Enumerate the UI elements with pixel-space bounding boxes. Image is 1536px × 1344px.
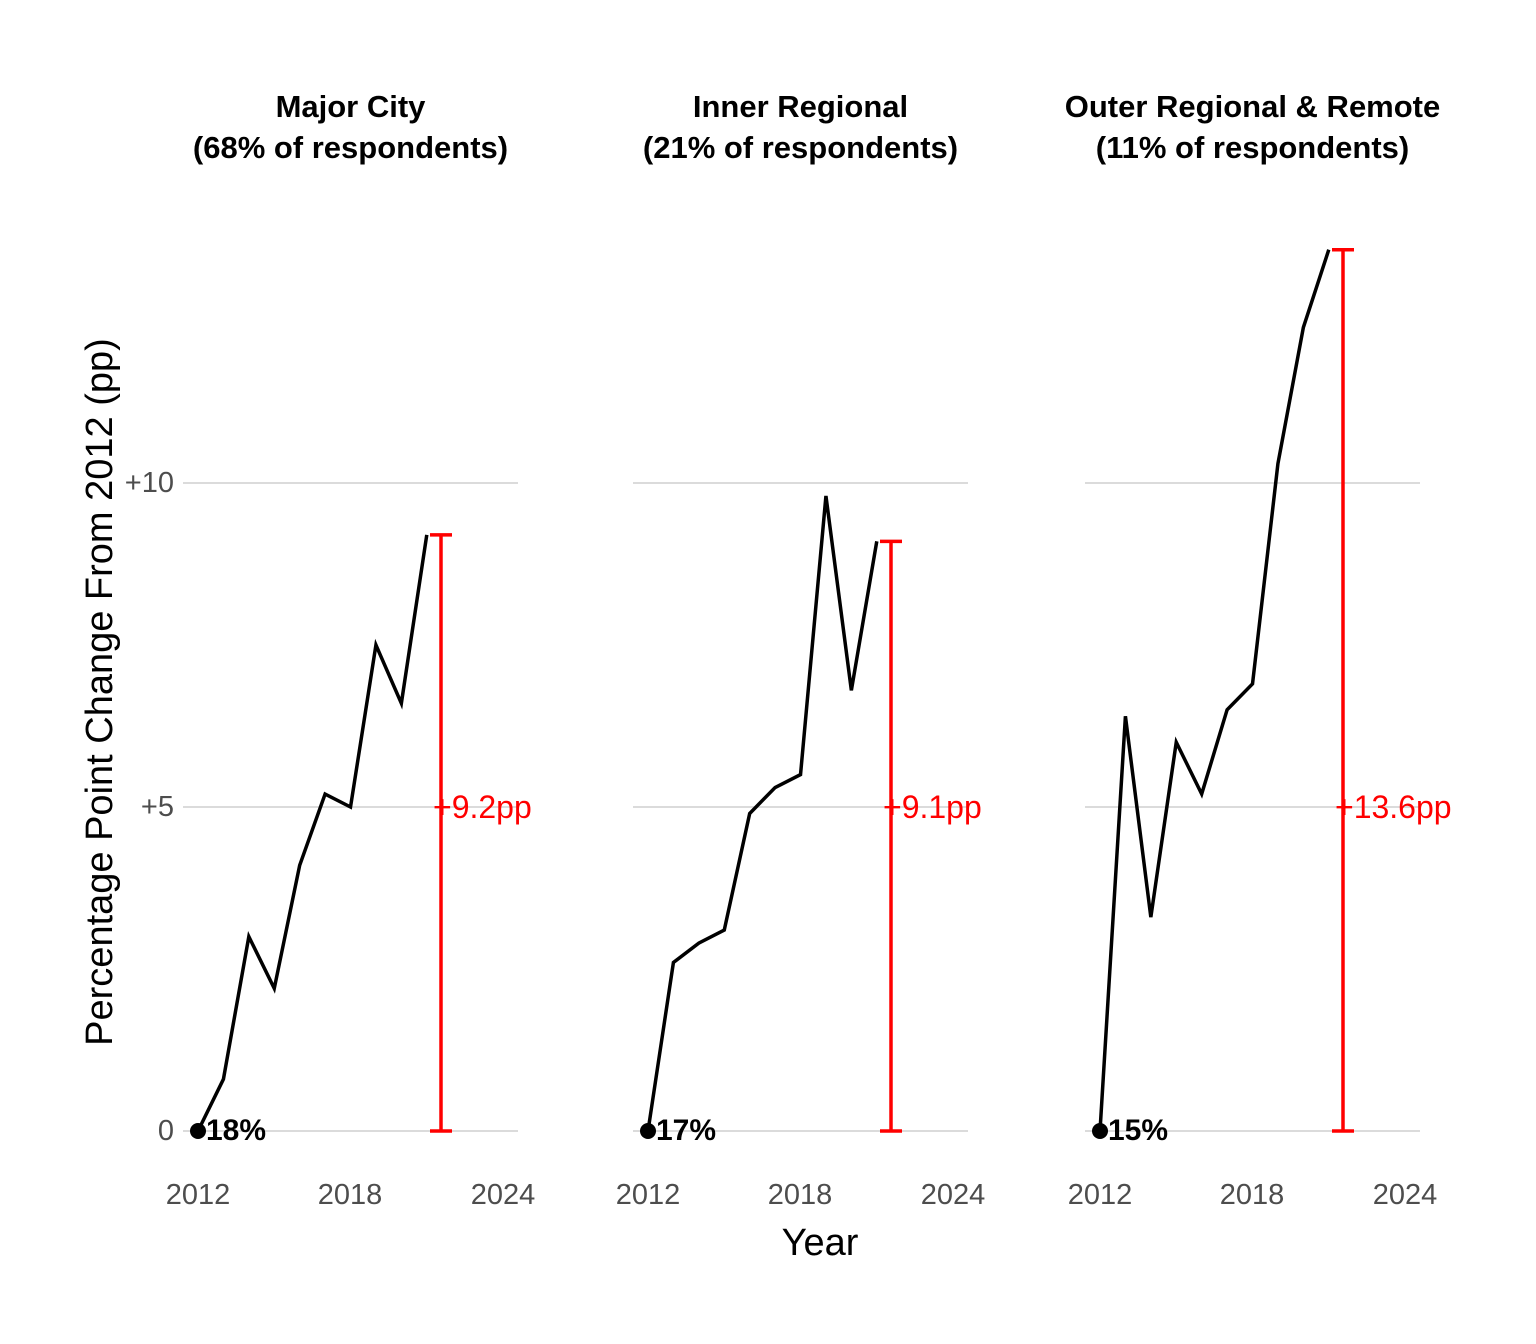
y-tick-label-5: +5	[140, 791, 174, 823]
line-chart-svg	[1085, 247, 1420, 1139]
start-point-dot	[640, 1123, 656, 1139]
panel-title-inner-regional: Inner Regional (21% of respondents)	[588, 86, 1013, 168]
start-point-dot	[190, 1123, 206, 1139]
panel-inner-regional: Inner Regional (21% of respondents) 17% +…	[616, 0, 986, 1344]
panel-title-line1: Inner Regional	[692, 89, 909, 124]
line-chart-svg	[633, 482, 968, 1139]
start-value-label: 17%	[656, 1114, 717, 1147]
y-tick-label-0: 0	[157, 1115, 174, 1147]
x-tick-label-2024: 2024	[470, 1179, 536, 1211]
panel-title-line1: Major City	[275, 89, 426, 124]
x-tick-label-2024: 2024	[920, 1179, 986, 1211]
panel-title-line2: (21% of respondents)	[642, 130, 959, 165]
start-value-label: 18%	[206, 1114, 267, 1147]
start-value-label: 15%	[1108, 1114, 1169, 1147]
change-annotation-label: +13.6pp	[1335, 789, 1452, 825]
line-chart-svg	[183, 482, 518, 1139]
x-tick-label-2012: 2012	[1067, 1179, 1133, 1211]
panel-major-city: Major City (68% of respondents) 18% +9.2p…	[166, 0, 536, 1344]
x-tick-label-2012: 2012	[615, 1179, 681, 1211]
plot-area-outer-regional-remote: 15% +13.6pp	[1085, 206, 1452, 1175]
x-axis-title: Year	[781, 1222, 859, 1264]
plot-area-major-city: 18% +9.2pp	[183, 206, 532, 1175]
plot-area-inner-regional: 17% +9.1pp	[633, 206, 982, 1175]
start-point-dot	[1092, 1123, 1108, 1139]
panel-title-line2: (68% of respondents)	[192, 130, 509, 165]
change-annotation-label: +9.2pp	[433, 789, 532, 825]
panel-title-major-city: Major City (68% of respondents)	[138, 86, 563, 168]
panel-outer-regional-remote: Outer Regional & Remote (11% of responden…	[1065, 0, 1452, 1344]
trend-line	[646, 495, 879, 1132]
x-tick-label-2024: 2024	[1372, 1179, 1438, 1211]
x-tick-label-2018: 2018	[767, 1179, 833, 1211]
x-tick-label-2012: 2012	[165, 1179, 231, 1211]
y-axis-title: Percentage Point Change From 2012 (pp)	[79, 338, 121, 1046]
x-tick-label-2018: 2018	[317, 1179, 383, 1211]
panel-title-line1: Outer Regional & Remote	[1064, 89, 1441, 124]
trend-line	[1098, 249, 1331, 1132]
panel-title-outer-regional-remote: Outer Regional & Remote (11% of responden…	[1040, 86, 1465, 168]
trend-line	[196, 534, 429, 1132]
y-tick-label-10: +10	[124, 467, 174, 499]
change-annotation-label: +9.1pp	[883, 789, 982, 825]
panel-title-line2: (11% of respondents)	[1095, 130, 1410, 165]
x-tick-label-2018: 2018	[1219, 1179, 1285, 1211]
